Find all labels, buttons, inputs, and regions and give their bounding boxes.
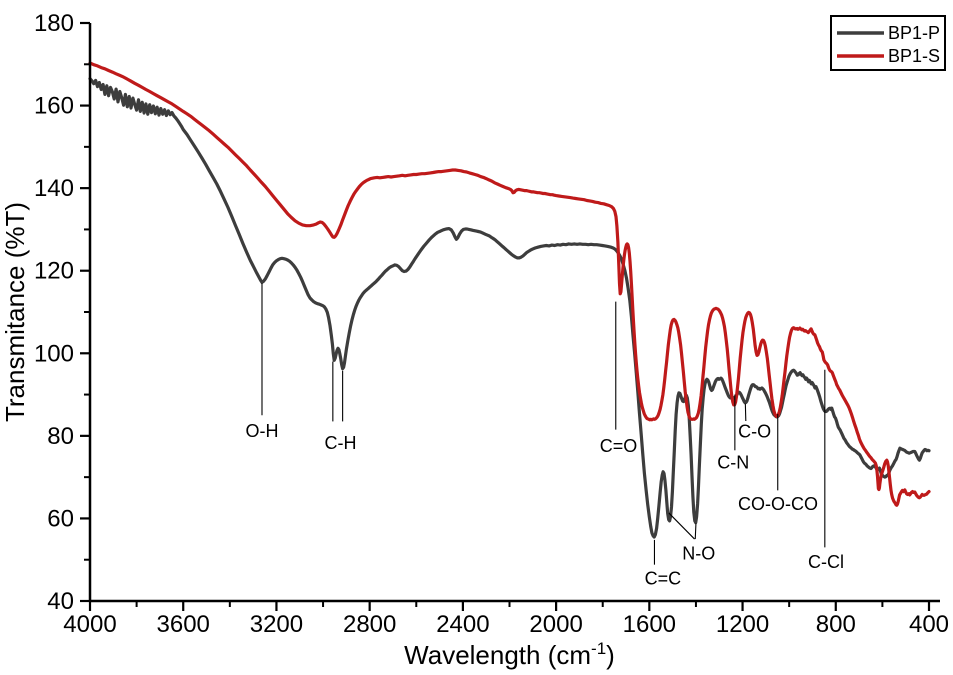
legend-entry: BP1-P	[837, 23, 940, 43]
annotation-label-c-n: C-N	[717, 453, 749, 473]
legend-entry: BP1-S	[837, 46, 940, 66]
annotation-label-c-o: C-O	[738, 422, 771, 442]
legend: BP1-P BP1-S	[830, 15, 946, 71]
series-line-bp1-s	[88, 61, 931, 507]
y-tick-label: 140	[34, 175, 74, 202]
x-tick-label: 1200	[716, 611, 769, 638]
x-tick-label: 2400	[436, 611, 489, 638]
y-tick-label: 40	[47, 588, 74, 615]
y-axis-title: Transmitance (%T)	[0, 202, 30, 422]
y-tick-label: 180	[34, 10, 74, 37]
x-tick-label: 3200	[250, 611, 303, 638]
annotation-label-n-o: N-O	[682, 544, 715, 564]
y-tick-label: 160	[34, 93, 74, 120]
annotation-label-c=o: C=O	[600, 436, 638, 456]
annotation-label-c=c: C=C	[645, 568, 682, 588]
series-group	[88, 61, 931, 539]
legend-label-bp1-s: BP1-S	[888, 46, 940, 66]
annotations-group: O-H C-H C=O C=CN-O C-N C-O CO-O-CO C-Cl	[245, 283, 844, 588]
legend-box	[830, 15, 946, 71]
annotation-label-c-h: C-H	[325, 433, 357, 453]
y-tick-label: 100	[34, 340, 74, 367]
annotation-line-n-o	[668, 512, 695, 540]
x-tick-label: 1600	[623, 611, 676, 638]
axes-group: 4000 3600 3200 2800 2400 2000 1600 1200 800 400 18…	[0, 10, 949, 670]
series-line-bp1-p	[88, 77, 931, 539]
legend-label-bp1-p: BP1-P	[888, 23, 940, 43]
x-tick-label: 4000	[63, 611, 116, 638]
x-tick-label: 400	[909, 611, 949, 638]
x-tick-label: 2800	[343, 611, 396, 638]
x-tick-label: 2000	[529, 611, 582, 638]
y-tick-label: 80	[47, 423, 74, 450]
annotation-line-n-o	[694, 523, 697, 540]
y-tick-label: 120	[34, 258, 74, 285]
annotation-label-c-cl: C-Cl	[808, 552, 844, 572]
x-tick-label: 800	[816, 611, 856, 638]
x-axis-title: Wavelength (cm-1)	[404, 639, 615, 670]
annotation-label-co-o-co: CO-O-CO	[738, 494, 818, 514]
annotation-label-o-h: O-H	[245, 421, 278, 441]
y-tick-label: 60	[47, 505, 74, 532]
x-tick-label: 3600	[157, 611, 210, 638]
